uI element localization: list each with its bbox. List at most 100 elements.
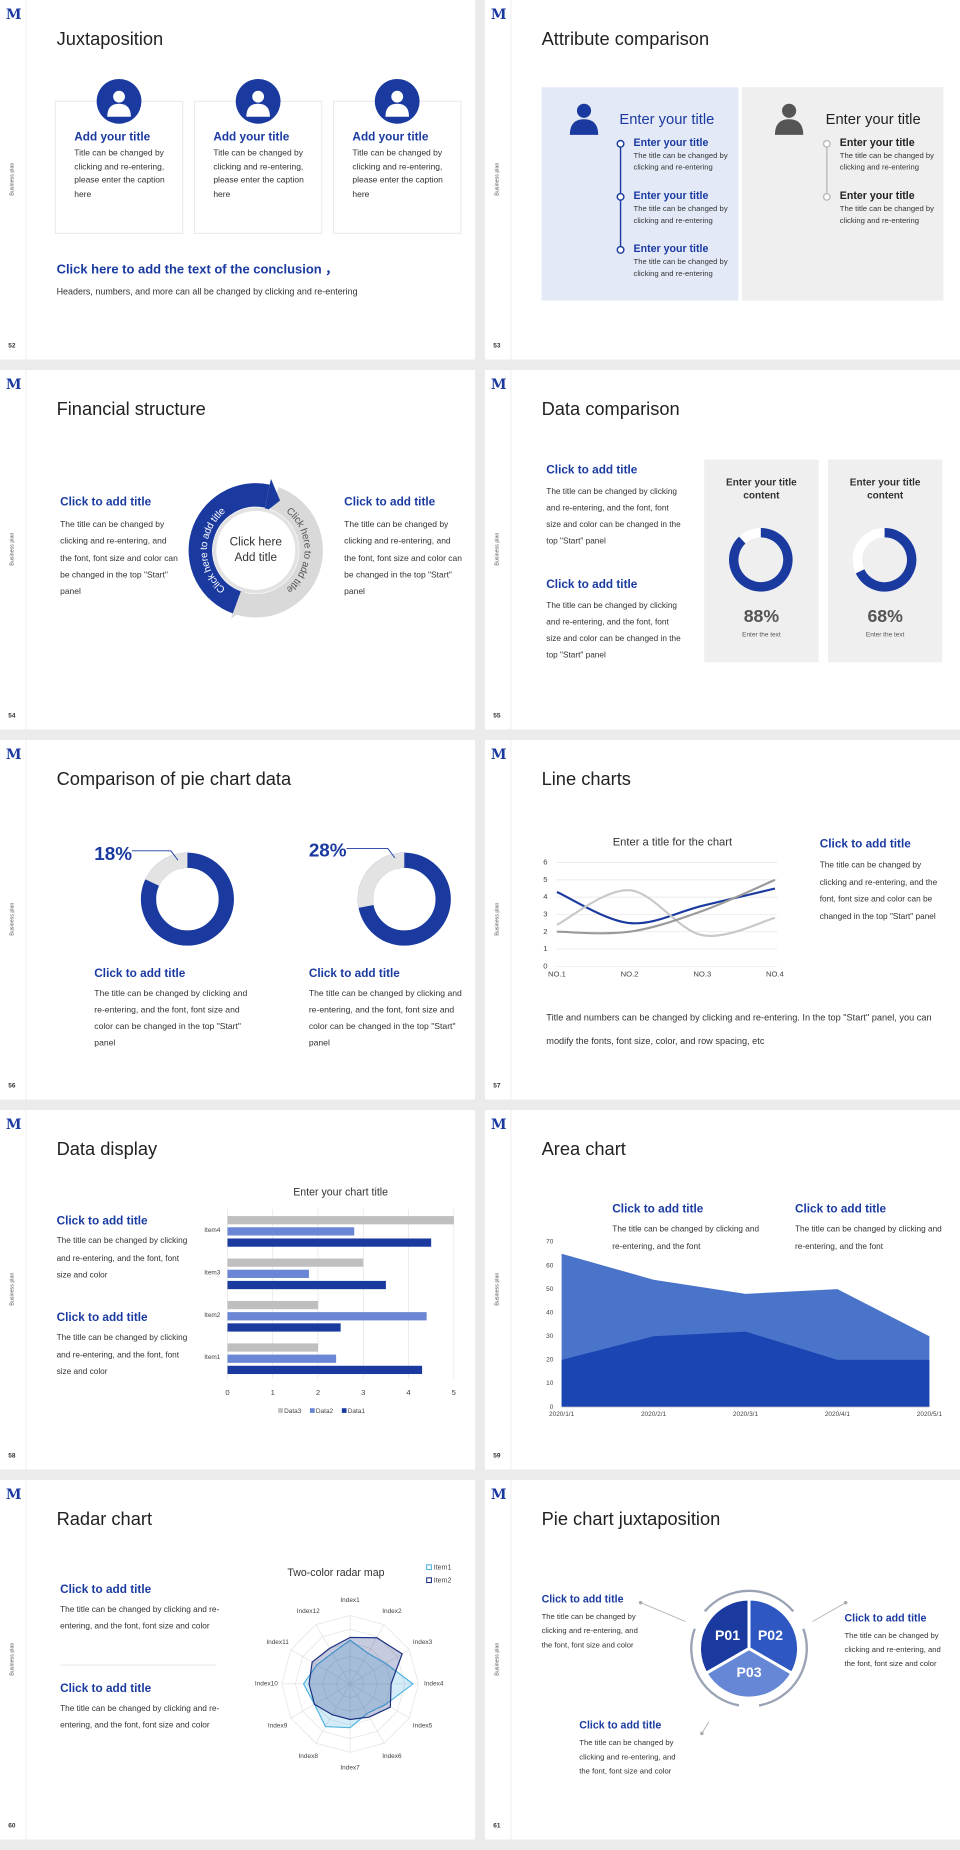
block-title: Click to add title [579,1719,662,1732]
legend-label: Data1 [348,1408,366,1415]
bar [227,1269,309,1278]
logo: M [5,745,22,763]
logo: M [490,5,507,23]
card-value: 88% [743,606,780,627]
side-label: Business plan [8,162,15,196]
slide: M Business plan 53 Attribute comparison Ente… [485,0,960,360]
block-text: The title can be changed by clicking and… [60,1705,220,1730]
note: Title and numbers can be changed by clic… [546,1012,932,1047]
slide: 0 10 20 30 40 50 60 70 2020/1/1 2020/2/1 2020/3/1 2… [485,1110,960,1470]
y-tick-label: 20 [546,1357,554,1364]
card-title: Add your title [74,130,151,144]
block-text: The title can be changed by clicking and… [612,1225,760,1251]
radar-spoke [290,1649,351,1685]
pie-segment [704,1646,794,1700]
x-tick-label: NO.4 [766,970,785,979]
page-number: 59 [493,1453,501,1461]
x-tick-label: 2020/5/1 [917,1411,943,1418]
block-title: Click to add title [546,464,638,478]
block-text: The title can be changed by clicking and… [546,602,681,660]
donut-title: Click to add title [308,967,400,981]
y-tick-label: Item2 [204,1312,221,1319]
block-title: Click to add title [60,496,152,510]
y-tick-label: 5 [543,875,547,884]
x-tick-label: 2020/4/1 [825,1411,851,1418]
side-label: Business plan [493,532,500,566]
card-title: Enter your title content [849,476,921,501]
donut-arc [729,527,793,592]
arc-arrow [263,478,281,514]
segment-label: P01 [715,1627,740,1643]
donut-text: The title can be changed by clicking and… [94,987,248,1048]
donut-arc [357,852,405,908]
icon-body [246,103,270,117]
card-caption: Enter the text [865,631,905,639]
connector [640,1602,686,1622]
block-title: Click to add title [541,1593,624,1605]
slide-title: Line charts [541,769,631,790]
x-tick-label: 3 [361,1388,365,1397]
x-tick-label: 0 [225,1388,229,1397]
y-tick-label: 1 [543,944,547,953]
panel-title: Enter your title [619,110,715,128]
donut-arc [145,852,188,887]
y-tick-label: 70 [546,1239,554,1246]
radar-spoke [349,1649,410,1685]
logo: M [5,375,22,393]
page-number: 56 [8,1083,16,1091]
leader-line [132,850,179,861]
slide-graphics: 0 10 20 30 40 50 60 70 2020/1/1 2020/2/1 2020/3/1 2… [510,1110,943,1470]
legend-label: Item1 [434,1565,452,1572]
y-tick-label: Item4 [204,1227,221,1234]
bar [227,1280,386,1290]
arc-arrow [230,585,249,620]
side-label: Business plan [8,902,15,936]
y-tick-label: 0 [543,961,547,970]
card-value: 68% [867,606,903,627]
y-tick-label: 2 [543,927,547,936]
radar-label: Index8 [299,1753,319,1760]
legend-swatch [426,1564,432,1571]
block-text: The title can be changed by clicking and… [344,518,462,597]
slide: Click here to add title Click here to add… [0,370,476,730]
radar-label: Index5 [413,1722,433,1729]
radar-label: Index2 [382,1608,402,1615]
inner-circle [212,507,299,594]
radar-label: Index7 [340,1764,360,1771]
x-tick-label: 2020/2/1 [641,1411,667,1418]
legend-swatch [309,1408,315,1413]
page-number: 54 [8,713,16,721]
bar [227,1258,364,1267]
logo: M [490,1115,507,1133]
icon-head [576,103,592,118]
radar-area [302,1639,414,1729]
icon-head [252,90,265,103]
arc-band [188,483,270,614]
block-text: The title can be changed by clicking and… [546,487,681,546]
conclusion-title: Click here to add the text of the conclu… [56,262,339,277]
bar [227,1312,427,1321]
card-caption: Enter the text [742,631,781,639]
radar-label: Index10 [255,1681,278,1688]
item-title: Enter your title [633,242,709,255]
slide-graphics: Click here to add title Click here to add… [25,370,323,730]
bar [227,1216,454,1225]
card [828,459,943,663]
slide: Enter a title for the chart 0 1 2 3 4 5 6 NO.1 NO… [485,740,960,1100]
slide-title: Financial structure [56,399,206,420]
connector [701,1721,710,1734]
x-tick-label: 2 [316,1388,320,1397]
item-title: Enter your title [839,189,915,202]
slide-graphics: P01 P02 P03 [510,1480,848,1840]
block-title: Click to add title [819,837,911,851]
radar-spoke [290,1683,351,1719]
radar-label: Index6 [382,1753,402,1760]
legend-swatch [341,1408,347,1413]
y-tick-label: 0 [550,1404,554,1411]
line [556,889,776,937]
y-tick-label: 4 [543,892,548,901]
item-title: Enter your title [633,136,709,149]
logo: M [5,1485,22,1503]
bar [227,1365,423,1375]
